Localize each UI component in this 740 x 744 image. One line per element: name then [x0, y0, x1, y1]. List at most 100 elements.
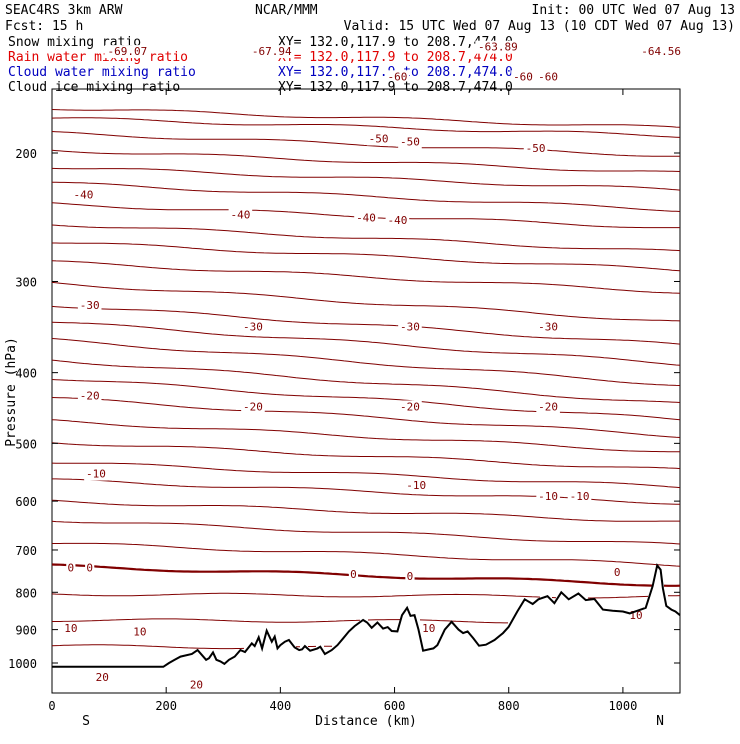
contour-label-bg [348, 567, 359, 581]
contour-label-bg [71, 188, 96, 202]
legend-snow-xy: XY= 132.0,117.9 to 208.7,474.0 [278, 35, 513, 50]
isotherm-line [52, 181, 681, 212]
x-tick-label: 0 [48, 699, 55, 713]
contour-label-bg [398, 320, 422, 334]
contour-label-bg [249, 45, 295, 59]
isotherm-line [51, 359, 681, 403]
terrain-line [52, 563, 681, 668]
isotherm-line [51, 592, 681, 599]
contour-label: 0 [68, 562, 75, 575]
contour-label: 20 [190, 678, 203, 691]
y-tick-label: 800 [15, 586, 37, 600]
isotherm-line [51, 419, 681, 453]
y-tick-label: 500 [15, 437, 37, 451]
contour-label-bg [94, 670, 111, 684]
terrain-profile [52, 563, 681, 668]
contour-label-bg [131, 625, 149, 639]
isotherm-line [51, 442, 681, 470]
contour-label: -30 [243, 321, 263, 334]
contour-label: 10 [422, 622, 435, 635]
north-label: N [656, 714, 664, 729]
plot-frame [51, 88, 681, 694]
contour-label: -40 [387, 214, 407, 227]
y-tick-label: 1000 [8, 657, 37, 671]
y-tick-label: 200 [15, 147, 37, 161]
contour-label: -40 [230, 209, 250, 222]
x-tick-label: 800 [498, 699, 520, 713]
contour-label: -10 [406, 479, 426, 492]
contour-label-bg [77, 389, 102, 403]
contour-labels: -69.07 -67.94 -63.89 -64.56-60 -60 -60-50 -50-… [62, 40, 684, 744]
contour-label: 0 [86, 562, 93, 575]
contour-label: -10 [538, 490, 558, 503]
isotherm-line [51, 224, 681, 252]
contour-label-bg [241, 320, 265, 334]
contour-label-bg [84, 467, 108, 481]
contour-label: -40 [73, 189, 93, 202]
isotherm-line [51, 462, 681, 489]
contour-label: -30 [80, 299, 100, 312]
contour-label: -10 [570, 490, 590, 503]
contour-label: -50 [526, 142, 546, 155]
isotherm-line [52, 242, 681, 272]
isotherm-line [51, 397, 681, 438]
contour-label-bg [523, 142, 548, 156]
contour-label: -10 [86, 468, 106, 481]
x-tick-label: 1000 [608, 699, 637, 713]
legend-cloud-ice-label: Cloud ice mixing ratio [8, 80, 180, 95]
contour-label-bg [385, 213, 410, 227]
contour-label: 10 [133, 625, 146, 638]
contour-label-bg [475, 40, 521, 54]
contour-label-bg [188, 678, 205, 692]
contour-label: 0 [350, 568, 357, 581]
contour-label-bg [638, 45, 684, 59]
isotherm-line [52, 542, 681, 567]
zero-isotherm [51, 563, 681, 587]
contour-label: -50 [400, 136, 420, 149]
contour-label: -50 [369, 132, 389, 145]
south-label: S [82, 714, 90, 729]
contour-label: -60 [513, 70, 533, 83]
y-tick-label: 700 [15, 544, 37, 558]
valid-time: Valid: 15 UTC Wed 07 Aug 13 (10 CDT Wed … [344, 19, 735, 34]
contour-label-bg [354, 211, 378, 225]
isotherm-line [51, 321, 681, 366]
isotherm-line [51, 281, 681, 322]
contour-label-bg [398, 135, 422, 149]
x-tick-label: 400 [270, 699, 292, 713]
contour-label: -60 [538, 70, 558, 83]
contour-label: 0 [614, 566, 621, 579]
contour-label: -20 [243, 400, 263, 413]
isotherm-line [52, 618, 508, 624]
contour-label: -67.94 [252, 45, 292, 58]
y-tick-label: 900 [15, 624, 37, 638]
contour-label-bg [85, 561, 95, 575]
contour-label: -60 [387, 70, 407, 83]
contour-label: -40 [356, 211, 376, 224]
isotherm-line [51, 167, 681, 191]
contour-label: -30 [400, 321, 420, 334]
x-axis-title: Distance (km) [315, 714, 417, 729]
contour-label-bg [420, 621, 437, 635]
contour-label: -30 [538, 321, 558, 334]
isotherm-line [52, 645, 424, 650]
x-tick-label: 600 [384, 699, 406, 713]
legend-cloud-ice-xy: XY= 132.0,117.9 to 208.7,474.0 [278, 80, 513, 95]
y-tick-label: 600 [15, 495, 37, 509]
temperature-contours [51, 109, 681, 650]
contour-label: -69.07 [107, 45, 147, 58]
contour-label-bg [536, 400, 560, 414]
model-title: SEAC4RS 3km ARW [5, 3, 123, 18]
legend-rain-label: Rain water mixing ratio [8, 50, 188, 65]
contour-label: 0 [407, 570, 414, 583]
legend-rain-xy: XY= 132.0,117.9 to 208.7,474.0 [278, 50, 513, 65]
contour-label: -20 [400, 400, 420, 413]
y-tick-label: 300 [15, 275, 37, 289]
contour-label-bg [398, 400, 422, 414]
isotherm-line [51, 117, 681, 138]
isotherm-line [51, 338, 681, 386]
center-title: NCAR/MMM [255, 3, 318, 18]
